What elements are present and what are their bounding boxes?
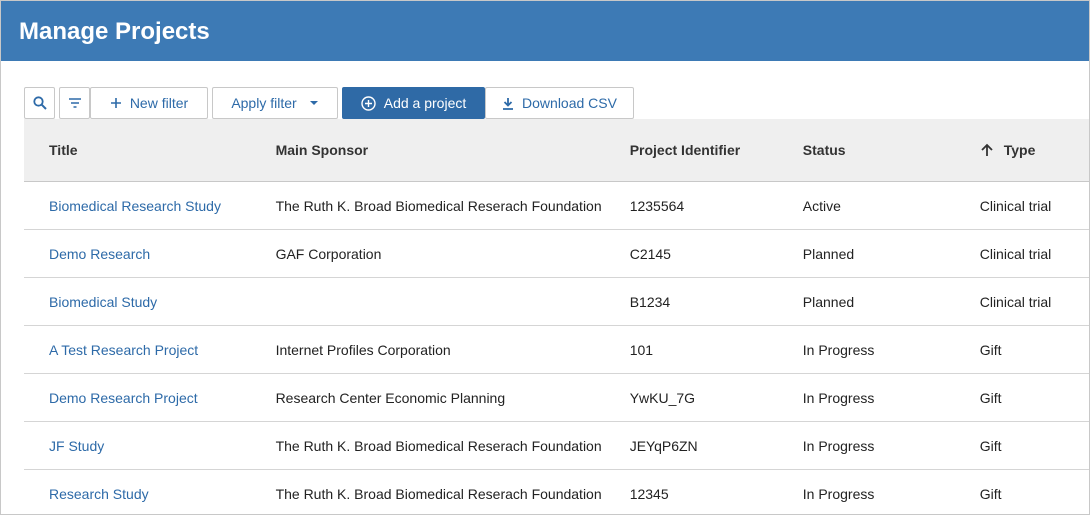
download-csv-button[interactable]: Download CSV xyxy=(485,87,634,119)
column-title: Main Sponsor xyxy=(275,142,369,158)
add-project-button[interactable]: Add a project xyxy=(342,87,485,119)
table-cell: Clinical trial xyxy=(954,229,1089,278)
table-cell: 1235564 xyxy=(604,181,778,230)
search-button[interactable] xyxy=(24,87,55,119)
table-cell: Clinical trial xyxy=(954,277,1089,326)
table-cell: Active xyxy=(777,181,955,230)
table-cell: In Progress xyxy=(777,421,955,470)
table-cell: In Progress xyxy=(777,325,955,374)
table-cell: Planned xyxy=(777,277,955,326)
table-cell: Gift xyxy=(954,373,1089,422)
button-label: Apply filter xyxy=(231,95,297,111)
table-row: A Test Research Project Internet Profiles… xyxy=(24,325,1089,374)
projects-table: Title Main Sponsor Project Identifier Statu… xyxy=(24,119,1089,514)
project-link[interactable]: Research Study xyxy=(24,469,251,514)
table-row: Research Study The Ruth K. Broad Biomedic… xyxy=(24,469,1089,514)
table-row: Biomedical Research Study The Ruth K. Bro… xyxy=(24,181,1089,230)
table-cell: In Progress xyxy=(777,469,955,514)
table-cell: Planned xyxy=(777,229,955,278)
new-filter-button[interactable]: New filter xyxy=(90,87,208,119)
table-cell: Research Center Economic Planning xyxy=(250,373,605,422)
project-link[interactable]: JF Study xyxy=(24,421,251,470)
table-cell: Internet Profiles Corporation xyxy=(250,325,605,374)
table-cell: The Ruth K. Broad Biomedical Reserach Fo… xyxy=(250,421,605,470)
table-cell: Clinical trial xyxy=(954,181,1089,230)
filter-button[interactable] xyxy=(59,87,90,119)
table-cell: YwKU_7G xyxy=(604,373,778,422)
column-title: Type xyxy=(1003,142,1036,158)
table-row: JF Study The Ruth K. Broad Biomedical Res… xyxy=(24,421,1089,470)
table-row: Demo Research Project Research Center Eco… xyxy=(24,373,1089,422)
column-header[interactable]: Type xyxy=(954,119,1089,182)
column-header[interactable]: Title xyxy=(24,119,251,182)
button-label: Add a project xyxy=(383,95,467,111)
table-cell: The Ruth K. Broad Biomedical Reserach Fo… xyxy=(250,469,605,514)
button-label: Download CSV xyxy=(522,95,617,111)
table-row: Biomedical Study B1234 Planned Clinical tri… xyxy=(24,277,1089,326)
project-link[interactable]: A Test Research Project xyxy=(24,325,251,374)
project-link[interactable]: Demo Research xyxy=(24,229,251,278)
table-cell xyxy=(250,277,605,326)
apply-filter-button[interactable]: Apply filter xyxy=(212,87,338,119)
table-cell: In Progress xyxy=(777,373,955,422)
column-header[interactable]: Status xyxy=(777,119,955,182)
table-row: Demo Research GAF Corporation C2145 Planned… xyxy=(24,229,1089,278)
page-title: Manage Projects xyxy=(1,1,1089,61)
column-title: Status xyxy=(802,142,846,158)
table-cell: Gift xyxy=(954,325,1089,374)
button-label: New filter xyxy=(129,95,189,111)
table-cell: Gift xyxy=(954,469,1089,514)
table-cell: GAF Corporation xyxy=(250,229,605,278)
toolbar: New filter Apply filter Add a project Do… xyxy=(24,87,638,119)
column-title: Project Identifier xyxy=(629,142,741,158)
table-cell: The Ruth K. Broad Biomedical Reserach Fo… xyxy=(250,181,605,230)
table-cell: JEYqP6ZN xyxy=(604,421,778,470)
project-link[interactable]: Biomedical Research Study xyxy=(24,181,251,230)
table-cell: B1234 xyxy=(604,277,778,326)
column-header[interactable]: Project Identifier xyxy=(604,119,778,182)
table-cell: C2145 xyxy=(604,229,778,278)
project-link[interactable]: Biomedical Study xyxy=(24,277,251,326)
column-header[interactable]: Main Sponsor xyxy=(250,119,605,182)
sort-icon xyxy=(981,143,993,156)
table-cell: 12345 xyxy=(604,469,778,514)
table-cell: Gift xyxy=(954,421,1089,470)
project-link[interactable]: Demo Research Project xyxy=(24,373,251,422)
column-title: Title xyxy=(49,142,78,158)
table-cell: 101 xyxy=(604,325,778,374)
